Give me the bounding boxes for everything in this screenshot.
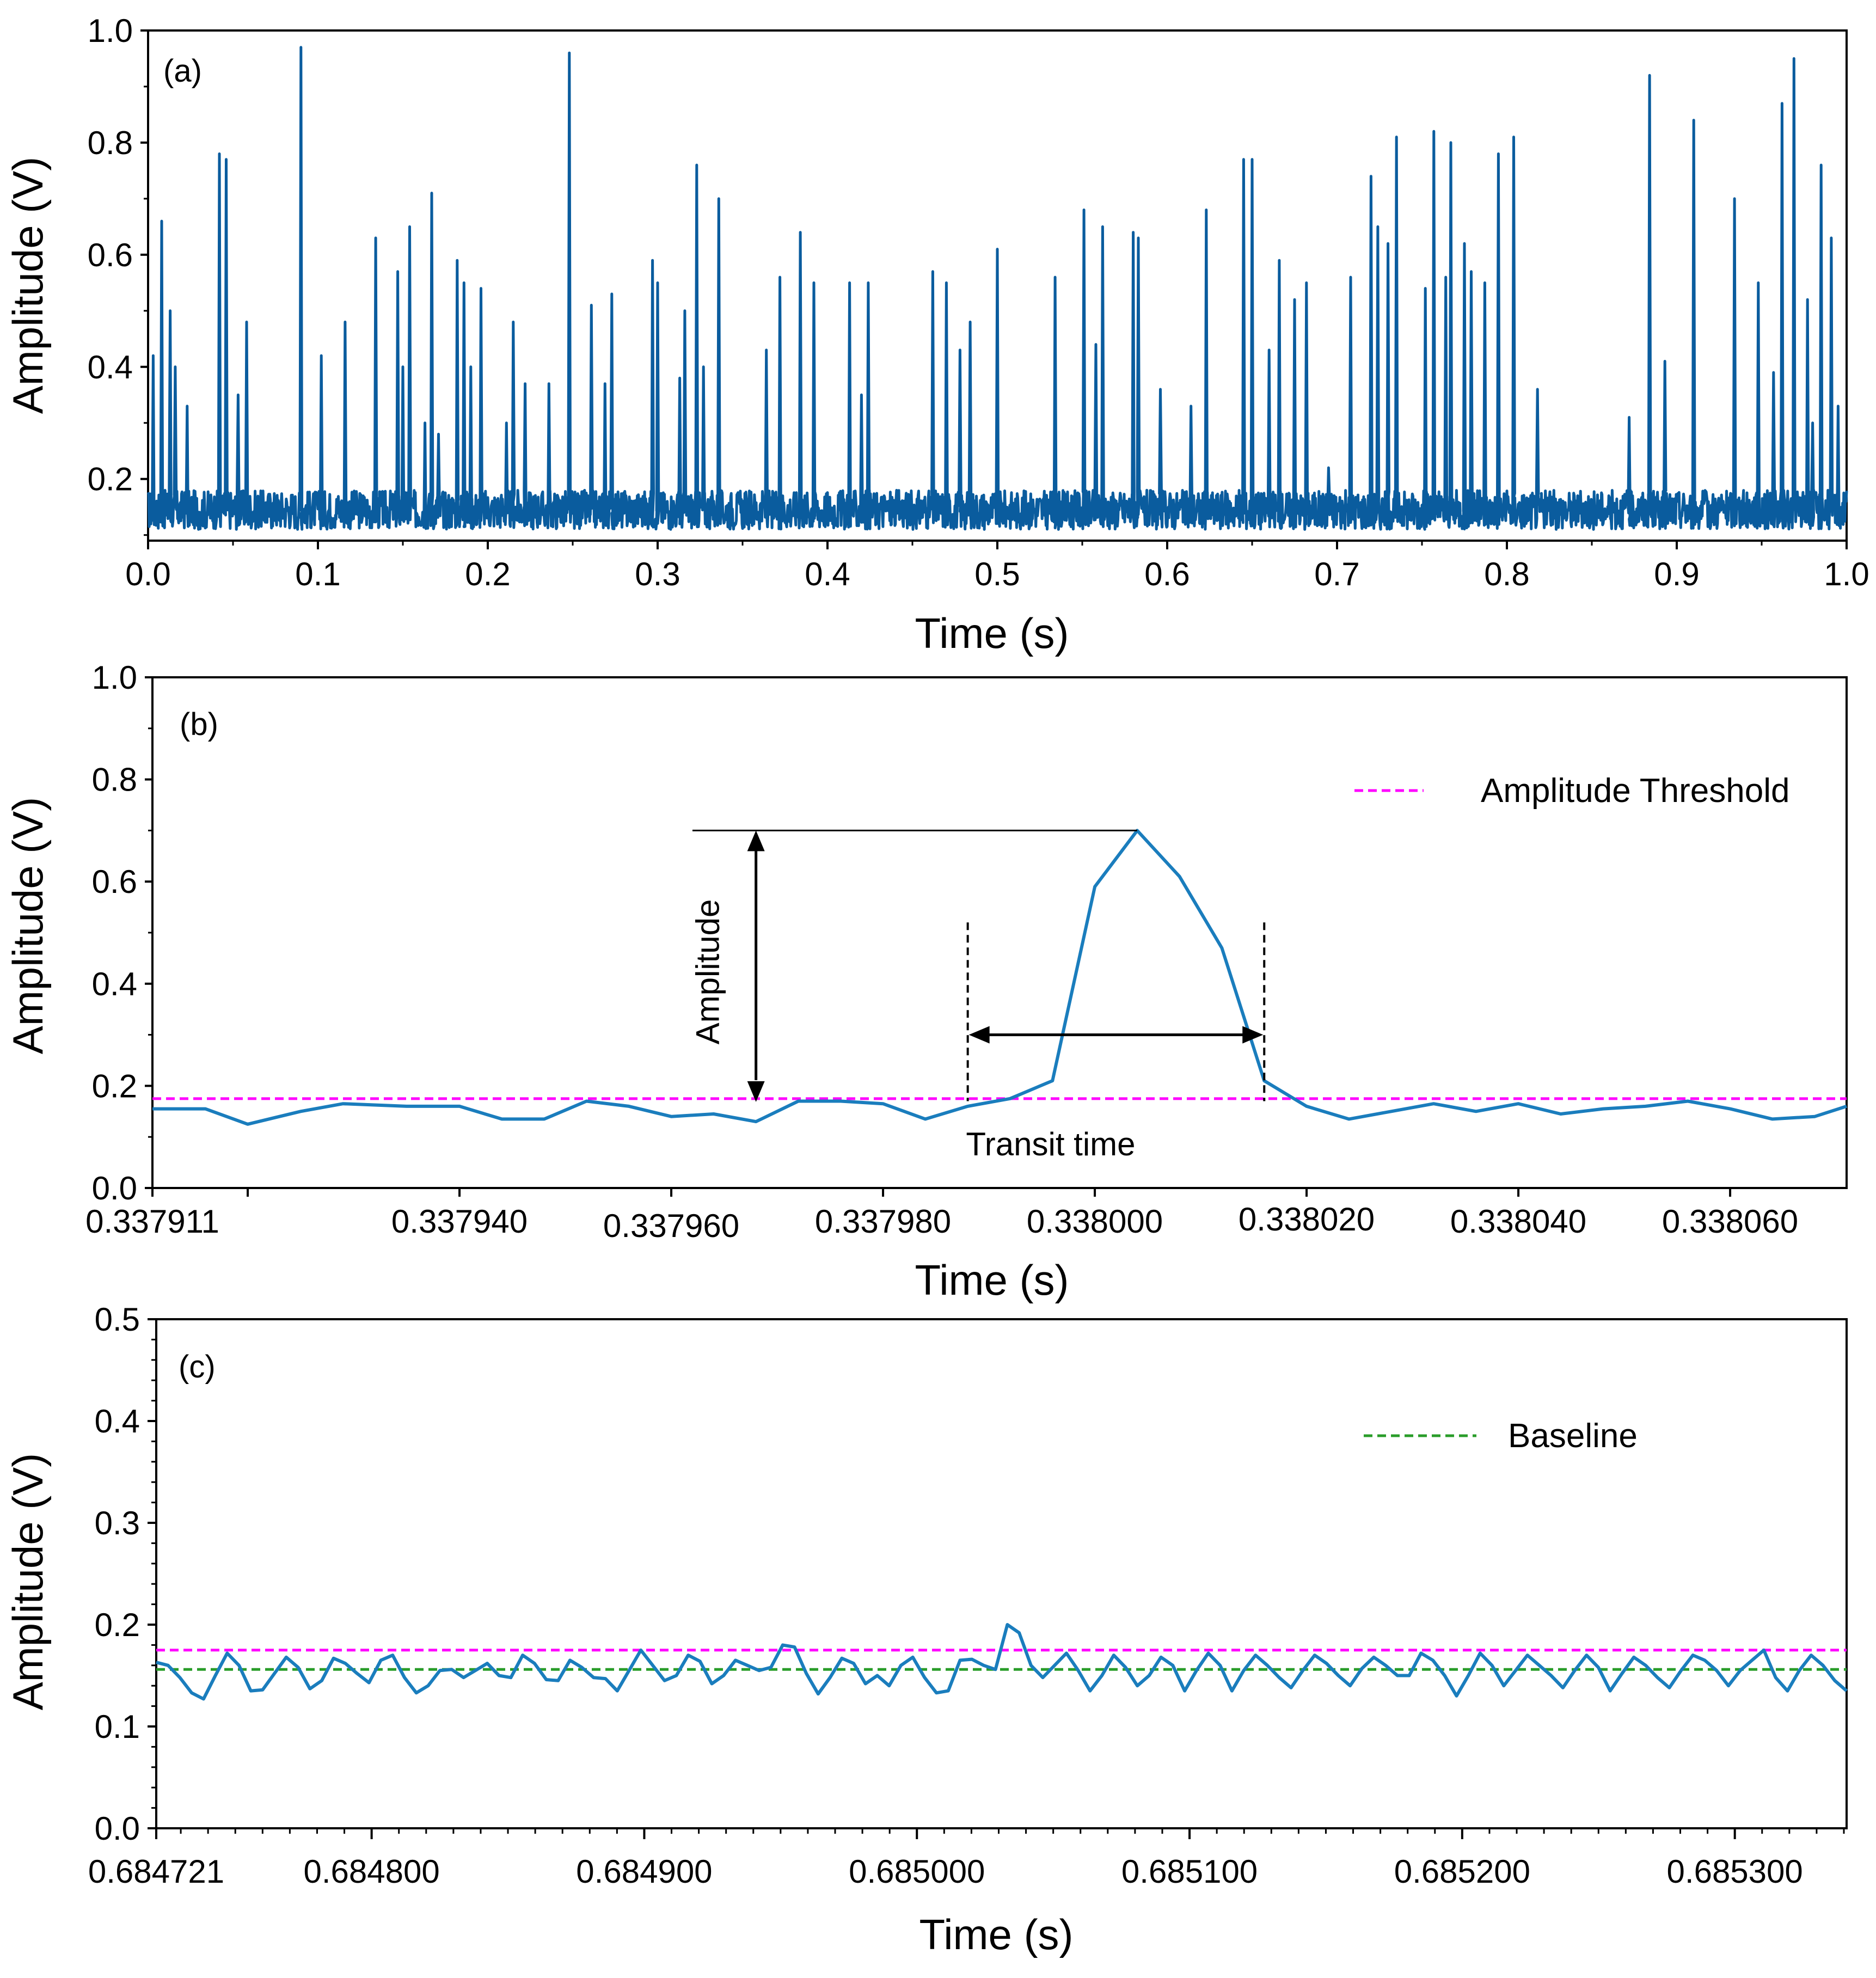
- panel-b-label: (b): [180, 707, 218, 742]
- y-tick-label: 0.0: [95, 1810, 140, 1847]
- x-tick-label: 0.337980: [815, 1203, 951, 1240]
- x-tick-label: 0.7: [1314, 556, 1359, 592]
- transit-annotation-label: Transit time: [966, 1126, 1135, 1162]
- y-tick-label: 0.1: [95, 1708, 140, 1745]
- x-tick-label: 0.337960: [603, 1208, 739, 1244]
- signal-trace: [156, 1623, 1848, 1701]
- panel-a-label: (a): [163, 53, 202, 89]
- panel-c-y-ticks: 0.0 0.1 0.2 0.3 0.4 0.5: [95, 1301, 156, 1847]
- x-tick-label: 0.684721: [88, 1853, 224, 1890]
- x-tick-label: 0.9: [1654, 556, 1699, 592]
- y-tick-label: 0.2: [88, 461, 133, 498]
- panel-b-annotations: Amplitude Transit time: [690, 829, 1266, 1162]
- panel-c-y-axis-title: Amplitude (V): [4, 1453, 52, 1711]
- y-tick-label: 0.0: [92, 1170, 137, 1207]
- x-tick-label: 0.338060: [1662, 1203, 1798, 1240]
- x-tick-label: 0.1: [295, 556, 340, 592]
- y-tick-label: 0.2: [95, 1607, 140, 1643]
- x-tick-label: 0.3: [635, 556, 680, 592]
- x-tick-label: 0.8: [1484, 556, 1529, 592]
- signal-trace: [152, 829, 1847, 1126]
- x-tick-label: 0.0: [125, 556, 170, 592]
- x-tick-label: 0.685000: [849, 1853, 985, 1890]
- panel-a-plot-area: [146, 46, 1848, 531]
- y-tick-label: 0.6: [92, 864, 137, 900]
- x-tick-label: 0.4: [805, 556, 850, 592]
- y-tick-label: 1.0: [92, 659, 137, 696]
- panel-a-x-ticks: 0.0 0.1 0.2 0.3 0.4 0.5 0.6 0.7 0.8 0.9 1.0: [125, 541, 1869, 592]
- panel-c: 0.684721 0.684800 0.684900 0.685000 0.685100…: [4, 1301, 1848, 1958]
- panel-c-frame: [155, 1318, 1848, 1829]
- x-tick-label: 0.337940: [391, 1203, 528, 1240]
- y-tick-label: 0.3: [95, 1505, 140, 1541]
- x-tick-label: 0.338000: [1027, 1203, 1163, 1240]
- y-tick-label: 0.6: [88, 237, 133, 273]
- legend-threshold-label: Amplitude Threshold: [1481, 772, 1790, 810]
- x-tick-label: 0.684800: [304, 1853, 440, 1890]
- y-tick-label: 0.8: [92, 762, 137, 798]
- panel-c-x-ticks: 0.684721 0.684800 0.684900 0.685000 0.685100…: [88, 1828, 1845, 1890]
- transit-arrow-head-left: [968, 1026, 990, 1044]
- panel-a-y-ticks: 0.2 0.4 0.6 0.8 1.0: [88, 13, 148, 536]
- amplitude-arrow-head-bottom: [747, 1081, 765, 1102]
- panel-b-x-ticks: 0.337911 0.337940 0.337960 0.337980 0.338000…: [85, 1188, 1798, 1244]
- y-tick-label: 0.4: [95, 1403, 140, 1440]
- panel-b-legend: Amplitude Threshold: [1354, 772, 1790, 810]
- x-tick-label: 0.338040: [1450, 1203, 1586, 1240]
- transit-arrow-head-right: [1242, 1026, 1264, 1044]
- y-tick-label: 0.8: [88, 125, 133, 161]
- amplitude-arrow-head-top: [747, 830, 765, 852]
- y-tick-label: 0.4: [88, 349, 133, 385]
- panel-a-y-axis-title: Amplitude (V): [4, 157, 52, 414]
- y-tick-label: 0.4: [92, 966, 137, 1002]
- panel-b-plot-area: [152, 829, 1847, 1126]
- panel-c-legend: Baseline: [1364, 1417, 1638, 1455]
- y-tick-label: 1.0: [88, 13, 133, 49]
- y-tick-label: 0.5: [95, 1301, 140, 1338]
- x-tick-label: 0.685300: [1667, 1853, 1803, 1890]
- signal-trace: [146, 46, 1848, 531]
- amplitude-annotation-label: Amplitude: [690, 899, 726, 1045]
- legend-baseline-label: Baseline: [1508, 1417, 1638, 1455]
- x-tick-label: 0.684900: [576, 1853, 712, 1890]
- x-tick-label: 1.0: [1824, 556, 1869, 592]
- x-tick-label: 0.6: [1144, 556, 1190, 592]
- panel-b-y-axis-title: Amplitude (V): [4, 797, 52, 1055]
- x-tick-label: 0.5: [974, 556, 1020, 592]
- x-tick-label: 0.2: [465, 556, 510, 592]
- panel-c-x-axis-title: Time (s): [919, 1910, 1073, 1958]
- panel-a: 0.0 0.1 0.2 0.3 0.4 0.5 0.6 0.7 0.8 0.9 1.0 0.2 0.4…: [4, 13, 1869, 657]
- x-tick-label: 0.685100: [1121, 1853, 1258, 1890]
- panel-b: 0.337911 0.337940 0.337960 0.337980 0.338000…: [4, 659, 1848, 1304]
- panel-b-x-axis-title: Time (s): [915, 1256, 1069, 1304]
- panel-b-y-ticks: 0.0 0.2 0.4 0.6 0.8 1.0: [92, 659, 152, 1207]
- x-tick-label: 0.338020: [1239, 1201, 1375, 1238]
- x-tick-label: 0.337911: [85, 1203, 219, 1240]
- y-tick-label: 0.2: [92, 1068, 137, 1104]
- panel-c-label: (c): [179, 1349, 216, 1385]
- panel-a-x-axis-title: Time (s): [915, 609, 1069, 657]
- x-tick-label: 0.685200: [1394, 1853, 1530, 1890]
- panel-c-plot-area: [156, 1623, 1848, 1701]
